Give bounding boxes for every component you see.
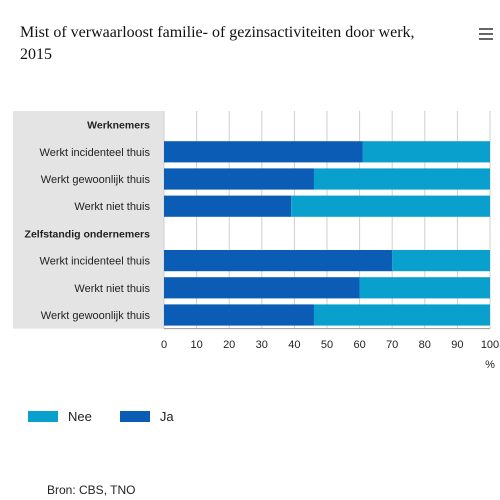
bar-segment-nee [291,195,490,217]
legend-label-ja: Ja [159,409,174,424]
bar-segment-nee [359,277,490,299]
category-label: Werkt gewoonlijk thuis [41,174,151,186]
x-tick-label: 50 [321,339,333,351]
x-tick-label: 90 [451,339,463,351]
bar-segment-nee [362,141,490,163]
chart-title: Mist of verwaarloost familie- of gezinsa… [20,24,415,63]
bar-segment-nee [392,250,490,272]
category-label: Werkt niet thuis [74,283,150,295]
source-note: Bron: CBS, TNO [47,483,136,497]
category-label: Werkt incidenteel thuis [40,256,151,268]
category-label: Werkt gewoonlijk thuis [41,310,151,322]
bar-segment-ja [164,141,363,163]
x-tick-label: 100 [481,339,499,351]
stacked-bar-chart: Werknemers Werkt incidenteel thuis Werkt g… [13,111,499,371]
x-tick-label: 0 [161,339,167,351]
legend-item-ja[interactable]: Ja [119,409,174,424]
x-tick-label: 80 [419,339,431,351]
bar-segment-nee [313,168,490,190]
category-header: Werknemers [87,120,150,132]
category-header: Zelfstandig ondernemers [25,228,151,240]
category-label: Werkt incidenteel thuis [40,147,151,159]
x-tick-label: 30 [256,339,268,351]
x-tick-label: 10 [190,339,202,351]
legend-item-nee[interactable]: Nee [28,409,92,424]
bar-segment-nee [313,304,490,326]
legend-swatch-nee [28,411,58,422]
legend-swatch-ja [119,411,150,422]
x-tick-label: 70 [386,339,398,351]
hamburger-icon[interactable] [479,28,493,42]
bar-segment-ja [164,304,314,326]
bar-segment-ja [164,250,393,272]
bar-segment-ja [164,195,292,217]
x-tick-label: 20 [223,339,235,351]
x-axis-unit: % [485,359,495,371]
x-tick-label: 60 [353,339,365,351]
legend-label-nee: Nee [68,409,92,424]
category-label-background [13,111,164,329]
category-label: Werkt niet thuis [74,201,150,213]
legend: Nee Ja [28,409,202,424]
bar-segment-ja [164,168,314,190]
x-tick-label: 40 [288,339,300,351]
bar-segment-ja [164,277,360,299]
